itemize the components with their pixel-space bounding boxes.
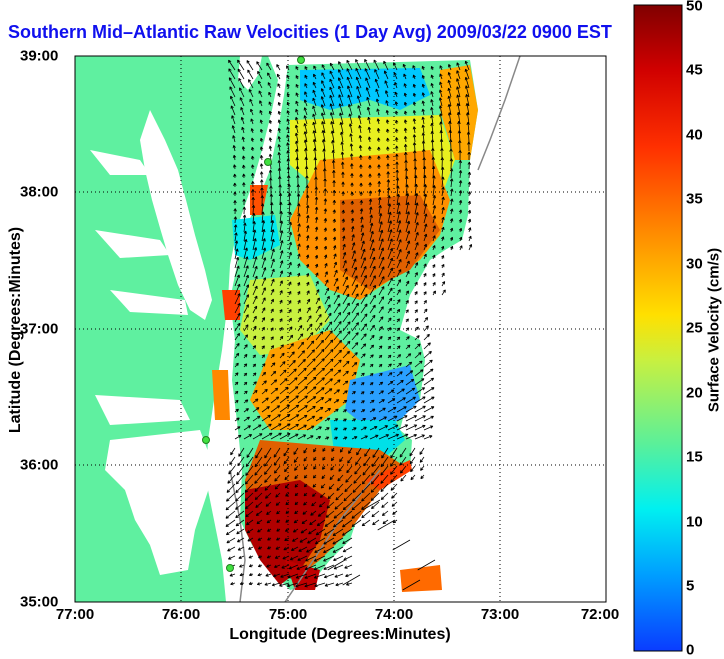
- colorbar-tick: 45: [686, 61, 703, 79]
- velocity-vectors: [225, 58, 473, 591]
- y-tick: 38:00: [20, 183, 59, 201]
- x-tick: 75:00: [268, 606, 308, 623]
- radar-stations: [202, 56, 305, 572]
- x-tick: 73:00: [480, 606, 520, 623]
- y-tick: 36:00: [20, 456, 59, 474]
- colorbar-tick: 15: [686, 448, 703, 466]
- y-tick: 37:00: [20, 320, 59, 338]
- x-tick: 77:00: [55, 606, 95, 623]
- y-axis-label: Latitude (Degrees:Minutes): [7, 226, 24, 434]
- colorbar-label: Surface Velocity (cm/s): [705, 247, 723, 413]
- y-tick: 39:00: [20, 47, 59, 65]
- colorbar-tick: 5: [686, 577, 695, 595]
- y-tick: 35:00: [20, 593, 59, 611]
- colorbar-tick: 10: [686, 513, 703, 531]
- colorbar-tick: 50: [686, 0, 703, 15]
- colorbar-tick: 30: [686, 255, 703, 273]
- colorbar-tick: 20: [686, 384, 703, 402]
- colorbar-tick: 40: [686, 126, 703, 144]
- plot-frame: [74, 55, 607, 603]
- colorbar-tick: 25: [686, 319, 703, 337]
- x-axis-label: Longitude (Degrees:Minutes): [229, 626, 451, 643]
- grid-lines: [75, 56, 606, 602]
- chart-title: Southern Mid–Atlantic Raw Velocities (1 …: [8, 22, 612, 42]
- colorbar-tick: 0: [686, 641, 695, 659]
- chesapeake-bay: [140, 110, 212, 320]
- x-tick: 76:00: [161, 606, 201, 623]
- velocity-arrows: [225, 58, 473, 591]
- colorbar: [633, 4, 683, 652]
- pamlico-sound: [105, 430, 215, 575]
- x-tick: 74:00: [374, 606, 414, 623]
- isobath: [477, 56, 521, 171]
- colorbar-tick: 35: [686, 190, 703, 208]
- x-tick: 72:00: [580, 606, 620, 623]
